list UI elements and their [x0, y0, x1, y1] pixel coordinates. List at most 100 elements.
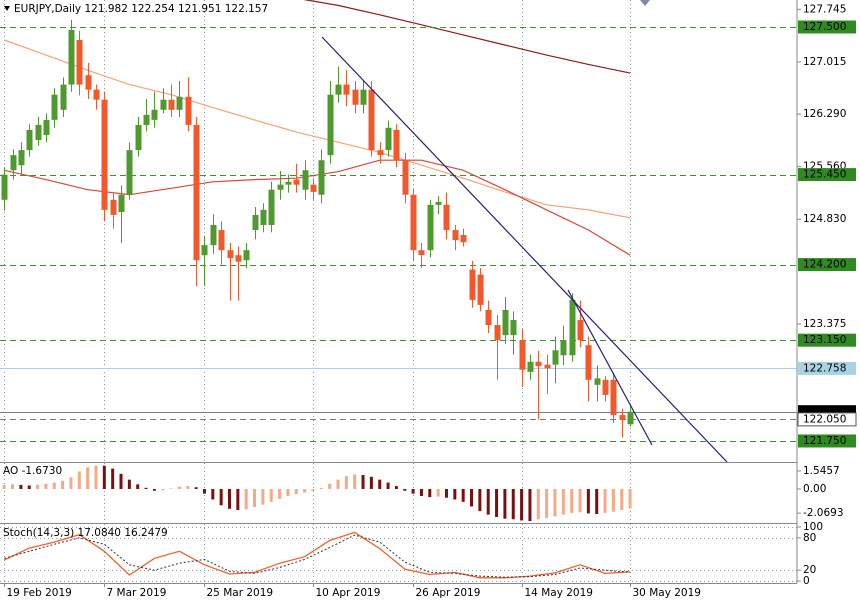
candle-body — [10, 155, 17, 171]
candle-body — [260, 209, 267, 225]
x-tick-label: 19 Feb 2019 — [7, 587, 72, 599]
level-label-box — [798, 361, 856, 375]
level-label-box — [798, 258, 856, 272]
candle-body — [68, 29, 75, 85]
ao-title: AO -1.6730 — [3, 465, 62, 477]
candle-body — [135, 124, 142, 151]
ao-bar — [419, 488, 423, 496]
ao-bar — [119, 473, 123, 489]
ao-bar — [336, 479, 340, 489]
ao-bar — [77, 471, 81, 489]
ao-bar — [511, 488, 515, 520]
candle-body — [302, 170, 309, 190]
candle-body — [427, 204, 434, 251]
y-tick-label: 1.5457 — [803, 465, 840, 477]
ao-bar — [620, 488, 624, 510]
candle-body — [360, 89, 367, 105]
ao-bar — [536, 488, 540, 520]
ao-bar — [436, 488, 440, 497]
ao-bar — [461, 488, 465, 502]
y-tick-label: -2.0693 — [803, 507, 844, 519]
ao-bar — [444, 488, 448, 498]
ao-bar — [228, 488, 232, 509]
ao-bar — [628, 488, 632, 509]
ao-bar — [570, 488, 574, 513]
ao-bar — [19, 484, 23, 489]
candle-body — [402, 160, 409, 195]
ao-bar — [411, 488, 415, 494]
level-label: 123.150 — [803, 334, 846, 346]
candle-body — [285, 181, 292, 185]
candle-body — [594, 378, 601, 385]
y-tick-label: 100 — [803, 521, 823, 533]
candle-body — [210, 224, 217, 246]
ao-bar — [61, 480, 65, 489]
ao-bar — [328, 483, 332, 489]
candle-body — [277, 184, 284, 190]
axes: 127.745127.015126.290125.560124.830123.3… — [0, 0, 857, 587]
candle-body — [619, 415, 626, 420]
level-label-box — [797, 412, 857, 427]
candle-body — [435, 201, 442, 205]
y-tick-label: 124.830 — [803, 213, 846, 225]
candle-body — [227, 250, 234, 259]
y-tick-label: 0 — [803, 575, 810, 587]
candle-body — [552, 350, 559, 365]
candle-body — [268, 189, 275, 225]
x-tick-label: 14 May 2019 — [525, 587, 593, 599]
ao-panel — [2, 463, 632, 523]
candle-body — [393, 129, 400, 161]
x-tick-label: 25 Mar 2019 — [207, 587, 274, 599]
ao-bar — [102, 465, 106, 489]
ao-bar — [478, 488, 482, 512]
candle-body — [585, 345, 592, 380]
candle-body — [1, 174, 8, 200]
candle-body — [43, 119, 50, 135]
y-tick-label: 127.015 — [803, 56, 846, 68]
ao-bar — [177, 486, 181, 489]
candle-body — [18, 150, 25, 166]
x-tick-label: 10 Apr 2019 — [316, 587, 381, 599]
level-label-box — [798, 434, 856, 448]
candle-body — [143, 114, 150, 125]
moving-average — [3, 39, 631, 219]
ao-bar — [369, 476, 373, 489]
candle-body — [110, 199, 117, 215]
ao-bar — [111, 468, 115, 489]
candle-body — [452, 230, 459, 241]
ao-bar — [52, 482, 56, 489]
candle-body — [519, 340, 526, 370]
ao-bar — [27, 485, 31, 489]
candle-body — [343, 84, 350, 95]
ao-bar — [528, 488, 532, 522]
ao-bar — [152, 488, 156, 491]
ao-bar — [553, 488, 557, 517]
ao-bar — [219, 488, 223, 506]
candle-body — [443, 204, 450, 231]
ao-bar — [127, 479, 131, 489]
ao-bar — [211, 488, 215, 500]
stoch-line — [3, 531, 631, 579]
ao-bar — [403, 488, 407, 491]
ao-bar — [428, 488, 432, 498]
ao-bar — [603, 488, 607, 513]
ao-bar — [194, 487, 198, 489]
y-tick-label: 127.745 — [803, 3, 846, 15]
level-label-box — [798, 20, 856, 34]
candle-body — [201, 245, 208, 256]
ao-bar — [244, 488, 248, 510]
ao-bar — [503, 488, 507, 519]
ao-bar — [253, 488, 257, 508]
ao-bar — [611, 488, 615, 512]
ao-bar — [586, 488, 590, 514]
stoch-line — [4, 534, 631, 578]
moving-average — [303, 0, 631, 74]
ao-bar — [161, 488, 165, 491]
y-tick-label: 20 — [803, 564, 816, 576]
ao-bar — [353, 474, 357, 489]
candle-body — [26, 129, 33, 151]
candle-body — [352, 89, 359, 105]
candle-body — [569, 299, 576, 356]
candle-body — [318, 160, 325, 195]
candle-body — [293, 179, 300, 185]
